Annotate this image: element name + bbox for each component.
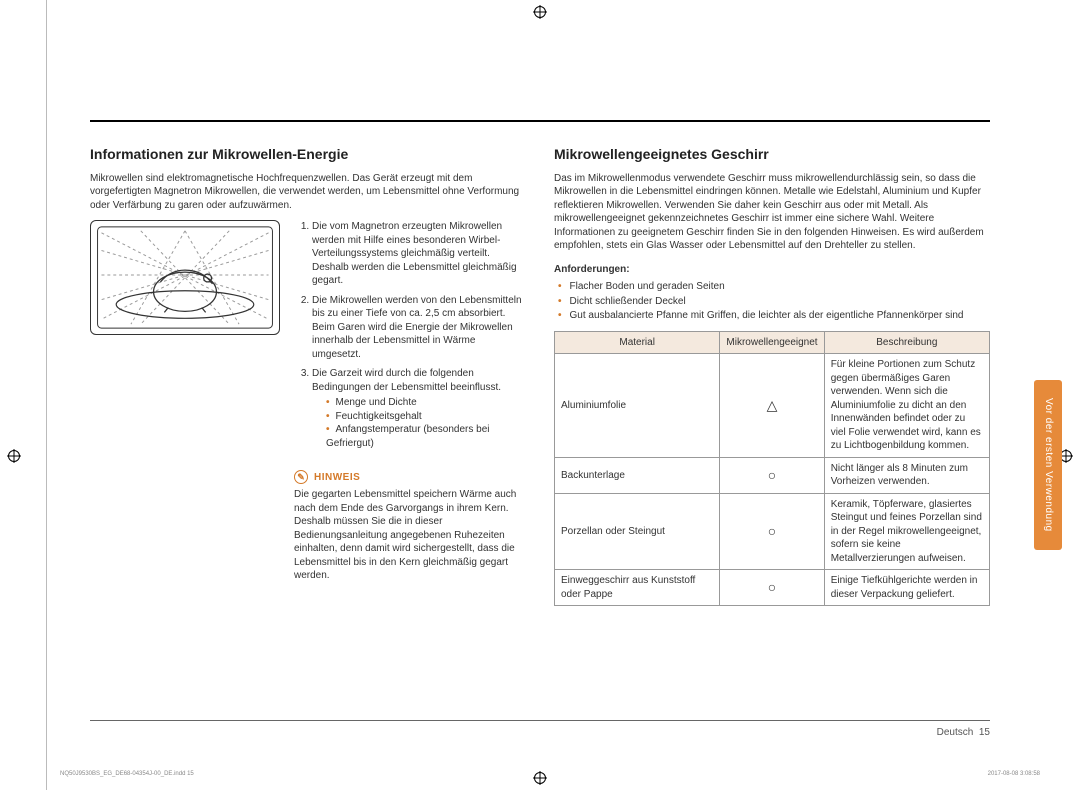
- list-item: Die vom Magnetron erzeugten Mikrowellen …: [312, 220, 526, 288]
- list-item: Anfangstemperatur (besonders bei Gefrier…: [326, 423, 526, 450]
- triangle-icon: [767, 397, 778, 413]
- numbered-list: Die vom Magnetron erzeugten Mikrowellen …: [294, 220, 526, 456]
- note-title: HINWEIS: [314, 471, 360, 485]
- table-row: Aluminiumfolie Für kleine Portionen zum …: [555, 354, 990, 458]
- cell-symbol: [720, 570, 824, 606]
- circle-icon: [768, 579, 776, 595]
- page-lang: Deutsch: [937, 727, 974, 738]
- circle-icon: [768, 467, 776, 483]
- section-tab-label: Vor der ersten Verwendung: [1041, 398, 1055, 532]
- col-material: Material: [555, 331, 720, 354]
- left-heading: Informationen zur Mikrowellen-Energie: [90, 145, 526, 164]
- content-columns: Informationen zur Mikrowellen-Energie Mi…: [90, 145, 990, 606]
- list-item-text: Die Garzeit wird durch die folgenden Bed…: [312, 368, 501, 393]
- left-guide-line: [46, 0, 47, 790]
- materials-table: Material Mikrowellengeeignet Beschreibun…: [554, 331, 990, 607]
- right-heading: Mikrowellengeeignetes Geschirr: [554, 145, 990, 164]
- col-description: Beschreibung: [824, 331, 989, 354]
- list-item: Flacher Boden und geraden Seiten: [558, 280, 990, 294]
- bottom-rule: [90, 720, 990, 721]
- right-intro: Das im Mikrowellenmodus verwendete Gesch…: [554, 172, 990, 253]
- registration-mark-icon: [534, 6, 546, 18]
- left-intro: Mikrowellen sind elektromagnetische Hoch…: [90, 172, 526, 213]
- requirements-heading: Anforderungen:: [554, 263, 990, 277]
- cell-symbol: [720, 354, 824, 458]
- table-row: Einweggeschirr aus Kunststoff oder Pappe…: [555, 570, 990, 606]
- section-tab: Vor der ersten Verwendung: [1034, 380, 1062, 550]
- note-header: ✎ HINWEIS: [294, 470, 526, 484]
- top-rule: [90, 120, 990, 122]
- note-body: Die gegarten Lebensmittel speichern Wärm…: [294, 488, 526, 583]
- registration-mark-icon: [8, 450, 20, 462]
- cell-material: Backunterlage: [555, 457, 720, 493]
- cell-description: Keramik, Töpferware, glasiertes Steingut…: [824, 493, 989, 570]
- figure-list-row: Die vom Magnetron erzeugten Mikrowellen …: [90, 220, 526, 456]
- list-item: Gut ausbalancierte Pfanne mit Griffen, d…: [558, 309, 990, 323]
- list-item: Die Mikrowellen werden von den Lebensmit…: [312, 294, 526, 362]
- list-item: Menge und Dichte: [326, 396, 526, 410]
- page-no: 15: [979, 727, 990, 738]
- cell-material: Einweggeschirr aus Kunststoff oder Pappe: [555, 570, 720, 606]
- cell-symbol: [720, 493, 824, 570]
- page-number: Deutsch 15: [937, 726, 990, 740]
- registration-mark-icon: [534, 772, 546, 784]
- table-header-row: Material Mikrowellengeeignet Beschreibun…: [555, 331, 990, 354]
- table-row: Backunterlage Nicht länger als 8 Minuten…: [555, 457, 990, 493]
- cell-description: Für kleine Portionen zum Schutz gegen üb…: [824, 354, 989, 458]
- right-column: Mikrowellengeeignetes Geschirr Das im Mi…: [554, 145, 990, 606]
- list-item: Dicht schließender Deckel: [558, 295, 990, 309]
- list-item: Die Garzeit wird durch die folgenden Bed…: [312, 367, 526, 450]
- table-row: Porzellan oder Steingut Keramik, Töpferw…: [555, 493, 990, 570]
- list-item: Feuchtigkeitsgehalt: [326, 410, 526, 424]
- col-suitable: Mikrowellengeeignet: [720, 331, 824, 354]
- cell-description: Einige Tiefkühlgerichte werden in dieser…: [824, 570, 989, 606]
- left-column: Informationen zur Mikrowellen-Energie Mi…: [90, 145, 526, 606]
- requirements-list: Flacher Boden und geraden Seiten Dicht s…: [554, 280, 990, 323]
- microwave-diagram: [90, 220, 280, 335]
- cell-material: Aluminiumfolie: [555, 354, 720, 458]
- footer-date: 2017-08-08 3:08:58: [988, 770, 1040, 778]
- cell-description: Nicht länger als 8 Minuten zum Vorheizen…: [824, 457, 989, 493]
- cell-material: Porzellan oder Steingut: [555, 493, 720, 570]
- note-icon: ✎: [294, 470, 308, 484]
- cell-symbol: [720, 457, 824, 493]
- footer-filename: NQ50J9530BS_EG_DE68-04354J-00_DE.indd 15: [60, 770, 194, 778]
- circle-icon: [768, 523, 776, 539]
- sub-list: Menge und Dichte Feuchtigkeitsgehalt Anf…: [312, 396, 526, 450]
